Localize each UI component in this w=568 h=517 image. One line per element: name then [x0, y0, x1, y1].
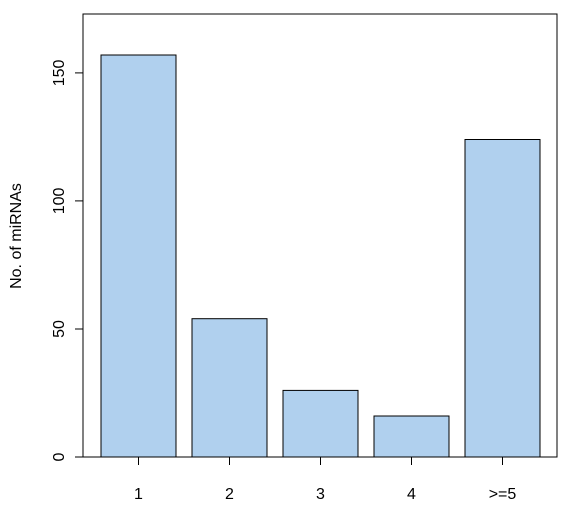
bar-1: [100, 54, 177, 458]
x-tick-label-2: 2: [225, 486, 234, 503]
x-tick-label-4: 4: [407, 486, 416, 503]
x-tick-label-3: 3: [316, 486, 325, 503]
y-tick-label-0: 0: [51, 452, 68, 461]
y-axis: 0 50 100 150: [51, 59, 84, 461]
x-axis: 1 2 3 4 >=5: [134, 457, 516, 503]
x-tick-label-1: 1: [134, 486, 143, 503]
bar-4: [373, 415, 450, 458]
y-tick-label-150: 150: [51, 59, 68, 86]
bar-5: [464, 139, 541, 458]
bars-group: [100, 54, 541, 458]
y-tick-label-50: 50: [51, 320, 68, 338]
y-axis-title: No. of miRNAs: [8, 183, 25, 289]
y-tick-label-100: 100: [51, 187, 68, 214]
bar-3: [282, 389, 359, 458]
x-tick-label-5: >=5: [489, 486, 517, 503]
bar-2: [191, 318, 268, 458]
